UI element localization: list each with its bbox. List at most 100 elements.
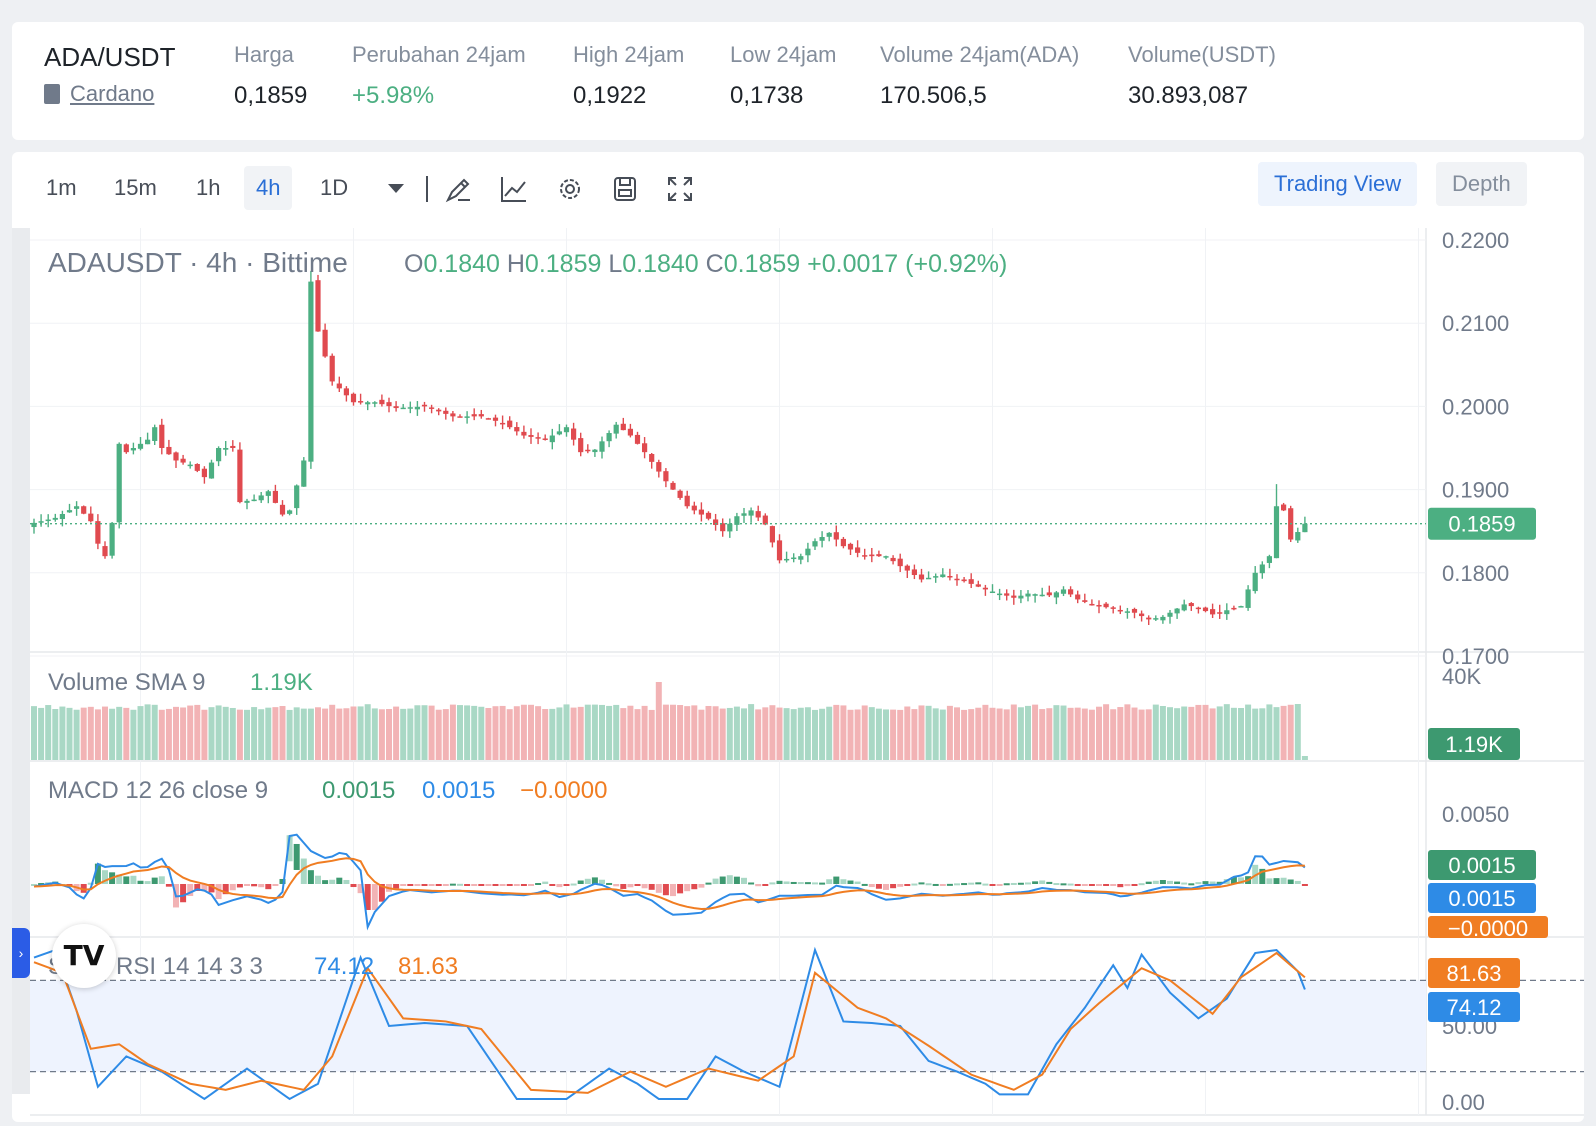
volume-bar <box>790 709 797 760</box>
macd-histogram-bar <box>1053 883 1060 886</box>
coin-link[interactable]: Cardano <box>44 81 175 107</box>
candle-body <box>1011 595 1017 598</box>
volume-bar <box>187 705 194 760</box>
macd-histogram-bar <box>1017 882 1024 885</box>
candle-body <box>379 399 385 405</box>
macd-histogram-bar <box>904 884 911 886</box>
ohlc-legend-part: O <box>404 250 423 278</box>
candle-body <box>876 554 882 557</box>
candle-body <box>713 519 719 525</box>
volume-bar <box>932 708 939 760</box>
macd-histogram-bar <box>875 884 882 889</box>
expand-panel-chevron-icon[interactable]: › <box>12 928 30 978</box>
volume-bar <box>1096 706 1102 760</box>
macd-histogram-bar <box>130 875 137 884</box>
candle-body <box>1217 612 1223 614</box>
macd-histogram-bar <box>1096 884 1102 886</box>
chart-area[interactable]: 0.2200 0.2100 0.2000 0.1900 0.1800 0.1700 0.18… <box>12 228 1584 1122</box>
volume-bar <box>1039 709 1046 760</box>
stat-value: +5.98% <box>352 82 435 109</box>
candle-body <box>954 578 960 581</box>
volume-bar <box>457 705 463 760</box>
volume-bar <box>513 706 520 760</box>
macd-histogram-bar <box>506 884 513 886</box>
macd-histogram-bar <box>1174 881 1181 884</box>
candle-body <box>585 449 591 452</box>
timeframe-4h[interactable]: 4h <box>244 166 293 210</box>
trading-view-button[interactable]: Trading View <box>1258 162 1418 206</box>
volume-bar <box>94 709 101 760</box>
volume-bar <box>890 709 897 760</box>
stat-change: Perubahan 24jam +5.98% <box>352 42 526 110</box>
candle-body <box>265 491 271 496</box>
candle-body <box>926 577 932 580</box>
candle-body <box>748 510 754 516</box>
timeframe-1d[interactable]: 1D <box>320 175 349 200</box>
candle-body <box>315 280 321 332</box>
ticker-bar: ADA/USDT Cardano Harga 0,1859 Perubahan 2… <box>12 22 1584 140</box>
book-icon <box>44 84 60 104</box>
macd-histogram-bar <box>733 876 740 884</box>
indicator-line-icon[interactable] <box>499 174 529 204</box>
price-tick-label: 0.2200 <box>1442 228 1509 253</box>
stoch-k-value: 74.12 <box>314 953 374 980</box>
candle-body <box>223 448 229 450</box>
candle-body <box>116 443 122 523</box>
candle-body <box>627 428 633 436</box>
macd-histogram-bar <box>890 884 897 889</box>
candle-body <box>52 517 58 520</box>
candle-body <box>649 454 655 462</box>
candle-body <box>1302 523 1308 533</box>
timeframe-1m[interactable]: 1m <box>46 175 77 200</box>
candle-body <box>343 388 349 396</box>
ohlc-legend-part: H <box>500 250 525 278</box>
macd-histogram-bar <box>492 884 499 886</box>
macd-histogram-bar <box>1131 884 1138 886</box>
candle-body <box>911 569 917 576</box>
draw-pen-icon[interactable] <box>444 174 474 204</box>
macd-histogram-bar <box>236 884 243 888</box>
candlestick-chart[interactable]: 0.2200 0.2100 0.2000 0.1900 0.1800 0.1700 0.18… <box>12 228 1584 1122</box>
candle-body <box>705 512 712 519</box>
volume-bar <box>691 705 698 760</box>
save-icon[interactable] <box>610 174 640 204</box>
volume-bar <box>883 709 889 760</box>
candle-body <box>1082 600 1088 602</box>
volume-bar <box>464 705 471 760</box>
ohlc-legend-part: L <box>601 250 622 278</box>
candle-body <box>769 526 775 543</box>
fullscreen-icon[interactable] <box>665 174 695 204</box>
price-tick-label: 0.2000 <box>1442 394 1509 419</box>
volume-bar <box>776 707 783 760</box>
volume-bar <box>1159 705 1166 760</box>
candle-body <box>350 393 357 403</box>
candle-body <box>549 435 555 443</box>
macd-histogram-bar <box>1039 880 1046 884</box>
macd-histogram-bar <box>251 884 258 887</box>
macd-histogram-bar <box>1081 884 1088 886</box>
chevron-down-icon[interactable] <box>388 184 404 193</box>
candle-body <box>904 565 910 571</box>
macd-histogram-bar <box>769 882 776 885</box>
depth-button[interactable]: Depth <box>1436 162 1527 206</box>
macd-signal-value: 0.0015 <box>422 777 495 804</box>
gear-icon[interactable] <box>555 174 585 204</box>
macd-histogram-bar <box>641 884 648 889</box>
pair-name: ADA/USDT <box>44 42 176 72</box>
macd-histogram-bar <box>549 884 556 886</box>
volume-bar <box>875 708 882 760</box>
macd-histogram-bar <box>116 874 123 884</box>
macd-histogram-bar <box>1301 884 1308 886</box>
timeframe-1h[interactable]: 1h <box>196 175 221 200</box>
timeframe-15m[interactable]: 15m <box>114 175 157 200</box>
macd-histogram-bar <box>80 884 87 893</box>
candle-body <box>890 557 896 562</box>
macd-line <box>33 833 1306 931</box>
coin-name[interactable]: Cardano <box>70 81 155 106</box>
volume-bar <box>677 705 684 760</box>
volume-bar <box>378 709 385 760</box>
volume-bar <box>442 709 449 760</box>
macd-histogram-bar <box>1259 868 1266 884</box>
macd-histogram-bar <box>201 884 208 891</box>
candle-body <box>634 434 641 444</box>
